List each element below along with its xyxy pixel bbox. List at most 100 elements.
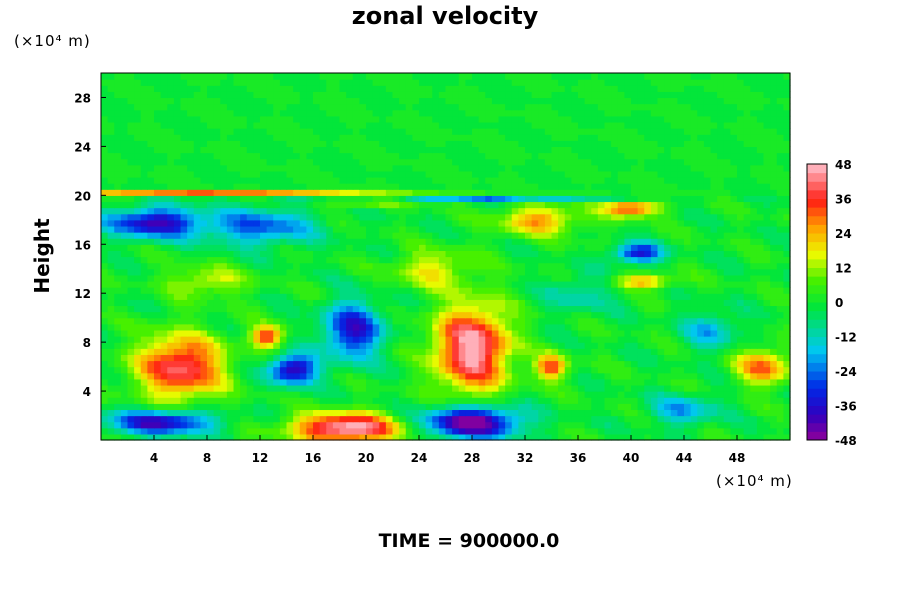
heatmap-cell bbox=[313, 158, 321, 166]
heatmap-cell bbox=[359, 360, 367, 368]
heatmap-cell bbox=[432, 360, 440, 368]
heatmap-cell bbox=[419, 195, 427, 203]
heatmap-cell bbox=[730, 152, 738, 160]
heatmap-cell bbox=[597, 305, 606, 313]
heatmap-cell bbox=[571, 232, 579, 239]
heatmap-cell bbox=[273, 415, 281, 423]
heatmap-cell bbox=[538, 433, 546, 441]
heatmap-cell bbox=[220, 164, 228, 172]
heatmap-cell bbox=[498, 360, 506, 368]
heatmap-cell bbox=[299, 207, 307, 215]
heatmap-cell bbox=[770, 280, 778, 288]
heatmap-cell bbox=[776, 342, 784, 349]
heatmap-cell bbox=[352, 274, 360, 282]
heatmap-cell bbox=[770, 207, 778, 215]
heatmap-cell bbox=[558, 170, 566, 178]
heatmap-cell bbox=[650, 409, 659, 417]
heatmap-cell bbox=[684, 225, 692, 233]
heatmap-cell bbox=[783, 164, 791, 172]
heatmap-cell bbox=[591, 342, 599, 349]
heatmap-cell bbox=[260, 317, 268, 325]
heatmap-cell bbox=[432, 433, 440, 441]
heatmap-cell bbox=[107, 176, 115, 184]
heatmap-cell bbox=[154, 329, 162, 337]
heatmap-cell bbox=[710, 268, 718, 276]
heatmap-cell bbox=[332, 189, 341, 196]
heatmap-cell bbox=[525, 329, 533, 337]
heatmap-cell bbox=[319, 391, 327, 398]
heatmap-cell bbox=[346, 268, 354, 276]
heatmap-cell bbox=[366, 158, 374, 166]
heatmap-cell bbox=[452, 384, 460, 392]
heatmap-cell bbox=[776, 336, 784, 343]
heatmap-cell bbox=[564, 378, 572, 386]
heatmap-cell bbox=[783, 433, 791, 441]
heatmap-cell bbox=[419, 201, 427, 209]
heatmap-cell bbox=[246, 433, 254, 441]
heatmap-cell bbox=[505, 311, 513, 319]
heatmap-cell bbox=[498, 232, 506, 239]
heatmap-cell bbox=[750, 262, 758, 270]
heatmap-cell bbox=[617, 274, 625, 282]
heatmap-cell bbox=[399, 232, 407, 239]
heatmap-cell bbox=[154, 287, 162, 294]
heatmap-cell bbox=[193, 427, 201, 435]
heatmap-cell bbox=[187, 256, 195, 264]
heatmap-cell bbox=[193, 158, 201, 166]
heatmap-cell bbox=[180, 317, 188, 325]
heatmap-cell bbox=[538, 262, 546, 270]
heatmap-cell bbox=[253, 378, 261, 386]
heatmap-cell bbox=[458, 397, 466, 404]
heatmap-cell bbox=[352, 391, 360, 398]
heatmap-cell bbox=[670, 146, 678, 154]
heatmap-cell bbox=[518, 219, 526, 227]
heatmap-cell bbox=[564, 348, 572, 355]
heatmap-cell bbox=[233, 189, 241, 196]
heatmap-cell bbox=[717, 146, 725, 154]
heatmap-cell bbox=[690, 433, 698, 441]
heatmap-cell bbox=[359, 391, 367, 398]
heatmap-cell bbox=[147, 244, 155, 251]
heatmap-cell bbox=[538, 232, 546, 239]
heatmap-cell bbox=[677, 299, 685, 307]
heatmap-cell bbox=[293, 207, 301, 215]
heatmap-cell bbox=[346, 403, 354, 411]
heatmap-cell bbox=[783, 293, 791, 300]
heatmap-cell bbox=[511, 201, 519, 209]
heatmap-cell bbox=[352, 232, 360, 239]
heatmap-cell bbox=[737, 391, 745, 398]
heatmap-cell bbox=[134, 354, 142, 362]
heatmap-cell bbox=[631, 183, 639, 190]
heatmap-cell bbox=[392, 366, 400, 374]
heatmap-cell bbox=[432, 384, 440, 392]
heatmap-cell bbox=[664, 415, 672, 423]
heatmap-cell bbox=[763, 183, 771, 190]
heatmap-cell bbox=[167, 195, 175, 203]
heatmap-cell bbox=[624, 268, 632, 276]
heatmap-cell bbox=[273, 219, 281, 227]
heatmap-cell bbox=[737, 305, 745, 313]
heatmap-cell bbox=[485, 152, 493, 160]
heatmap-cell bbox=[193, 403, 201, 411]
heatmap-cell bbox=[399, 250, 407, 258]
heatmap-cell bbox=[306, 323, 314, 331]
heatmap-cell bbox=[352, 268, 360, 276]
heatmap-cell bbox=[399, 348, 407, 355]
heatmap-cell bbox=[478, 329, 486, 337]
heatmap-cell bbox=[584, 323, 592, 331]
heatmap-cell bbox=[584, 305, 592, 313]
heatmap-cell bbox=[207, 158, 215, 166]
heatmap-cell bbox=[551, 195, 559, 203]
heatmap-cell bbox=[154, 158, 162, 166]
heatmap-cell bbox=[717, 427, 725, 435]
heatmap-cell bbox=[611, 250, 619, 258]
heatmap-cell bbox=[213, 329, 221, 337]
heatmap-cell bbox=[597, 433, 606, 441]
heatmap-cell bbox=[147, 183, 155, 190]
heatmap-cell bbox=[465, 183, 473, 190]
heatmap-cell bbox=[737, 225, 745, 233]
heatmap-cell bbox=[551, 348, 559, 355]
heatmap-cell bbox=[723, 342, 731, 349]
heatmap-cell bbox=[412, 225, 420, 233]
heatmap-cell bbox=[412, 354, 420, 362]
